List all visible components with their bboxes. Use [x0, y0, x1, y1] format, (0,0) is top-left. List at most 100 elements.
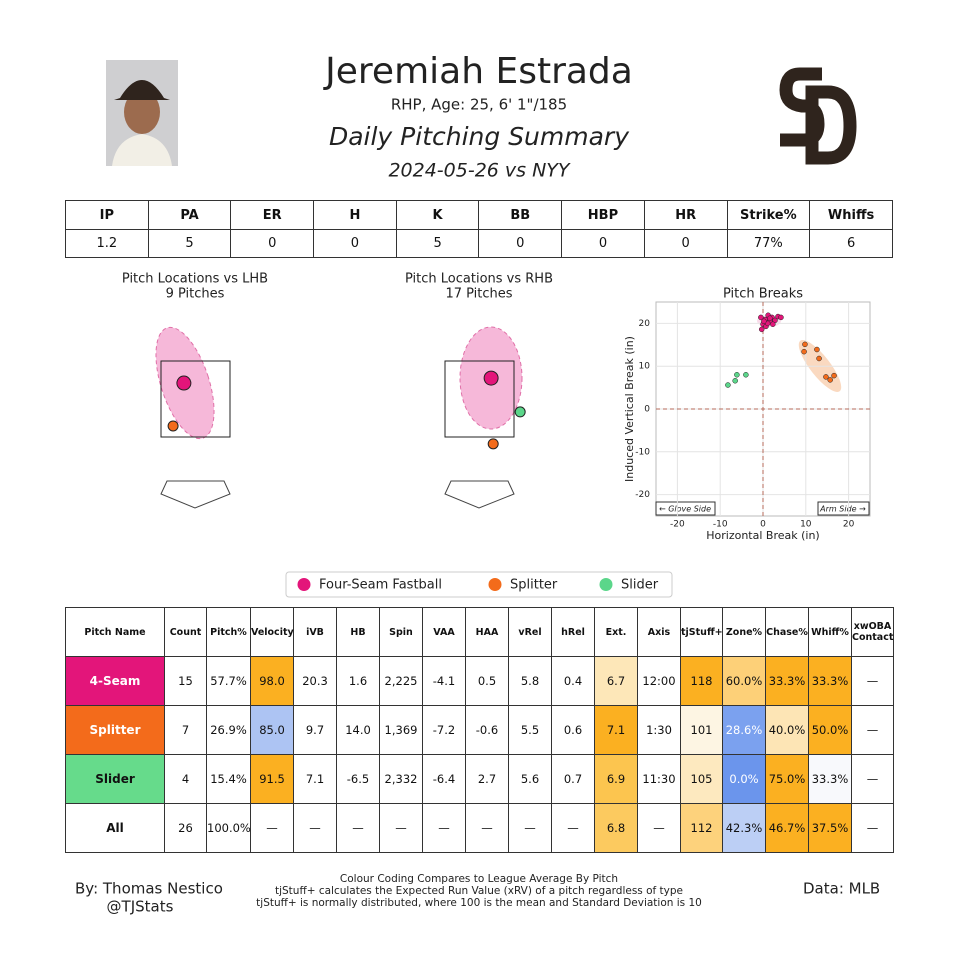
- footnote: Colour Coding Compares to League Average…: [340, 873, 618, 885]
- stat-value: 5: [147, 229, 232, 258]
- table-cell: 57.7%: [206, 656, 251, 706]
- column-header: tjStuff+: [680, 607, 723, 657]
- column-header: HR: [643, 200, 728, 230]
- footnote: tjStuff+ is normally distributed, where …: [256, 897, 702, 909]
- legend-label: Slider: [621, 578, 659, 593]
- home-plate: [160, 480, 231, 509]
- data-point: [778, 314, 784, 321]
- handle: @TJStats: [107, 898, 174, 916]
- data-point: [761, 318, 767, 325]
- stat-value: 1.2: [65, 229, 149, 258]
- table-cell: 11:30: [637, 754, 681, 804]
- table-cell: -6.5: [336, 754, 380, 804]
- table-cell: 33.3%: [808, 656, 852, 706]
- column-header: Axis: [637, 607, 681, 657]
- column-header: HBP: [561, 200, 645, 230]
- table-cell: -7.2: [422, 705, 466, 755]
- table-cell: —: [637, 803, 681, 853]
- data-point: [814, 346, 820, 353]
- table-cell: —: [851, 656, 894, 706]
- table-cell: 7: [164, 705, 207, 755]
- game-info: 2024-05-26 vs NYY: [388, 160, 570, 182]
- data-point: [827, 377, 833, 383]
- data-point: [483, 370, 499, 386]
- table-cell: 5.6: [508, 754, 552, 804]
- x-tick-label: -20: [670, 520, 685, 530]
- table-cell: -4.1: [422, 656, 466, 706]
- table-row: Slider 4 15.4% 91.5 7.1 -6.5 2,332 -6.4 2.7 5.6 0.…: [65, 754, 894, 804]
- table-cell: —: [293, 803, 337, 853]
- table-cell: 40.0%: [765, 705, 809, 755]
- stat-value: 0: [313, 229, 397, 258]
- strike-zone: [444, 360, 515, 438]
- column-header: VAA: [422, 607, 466, 657]
- legend-marker: [488, 578, 502, 591]
- table-cell: —: [508, 803, 552, 853]
- table-cell: 0.4: [551, 656, 595, 706]
- table-cell: 1,369: [379, 705, 423, 755]
- stat-value: 77%: [726, 229, 811, 258]
- y-tick-label: 20: [639, 319, 651, 329]
- table-cell: 26.9%: [206, 705, 251, 755]
- x-tick-label: -10: [713, 520, 728, 530]
- column-header: vRel: [508, 607, 552, 657]
- summary-table: IP PA ER H K BB HBP HR Strike% Whiffs 1.2 5 0 0 5 0 0 0 77…: [65, 200, 893, 258]
- table-cell: 0.0%: [722, 754, 766, 804]
- data-point: [831, 372, 837, 379]
- y-tick-label: 0: [644, 405, 650, 415]
- column-header: Zone%: [722, 607, 766, 657]
- table-cell: 4: [164, 754, 207, 804]
- column-header: H: [313, 200, 397, 230]
- column-header: Whiff%: [808, 607, 852, 657]
- home-plate: [444, 480, 515, 509]
- column-header: Strike%: [726, 200, 811, 230]
- table-cell: 0.6: [551, 705, 595, 755]
- table-cell: —: [851, 754, 894, 804]
- legend-box: [285, 571, 673, 598]
- legend-label: Four-Seam Fastball: [319, 578, 442, 593]
- data-point: [816, 355, 822, 362]
- table-cell: 6.9: [594, 754, 638, 804]
- table-cell: —: [336, 803, 380, 853]
- table-cell: 9.7: [293, 705, 337, 755]
- table-cell: -6.4: [422, 754, 466, 804]
- column-header: Chase%: [765, 607, 809, 657]
- data-point: [725, 382, 731, 388]
- column-header: xwOBA Contact: [851, 607, 894, 657]
- pitch-table: Pitch Name Count Pitch% Velocity iVB HB Spin VA…: [65, 607, 894, 853]
- column-header: PA: [147, 200, 232, 230]
- legend-label: Splitter: [510, 578, 558, 593]
- table-cell: 5.8: [508, 656, 552, 706]
- column-header: HB: [336, 607, 380, 657]
- data-point: [770, 321, 776, 328]
- stat-value: 0: [561, 229, 645, 258]
- table-cell: 118: [680, 656, 723, 706]
- data-source: Data: MLB: [803, 880, 880, 898]
- table-cell: 85.0: [250, 705, 294, 755]
- table-cell: 1:30: [637, 705, 681, 755]
- table-cell: 7.1: [594, 705, 638, 755]
- table-cell: 37.5%: [808, 803, 852, 853]
- table-cell: —: [551, 803, 595, 853]
- table-cell: —: [851, 803, 894, 853]
- table-cell: 20.3: [293, 656, 337, 706]
- table-cell: 33.3%: [808, 754, 852, 804]
- table-cell: 2.7: [465, 754, 509, 804]
- stat-value: 0: [230, 229, 315, 258]
- x-tick-label: 10: [800, 520, 812, 530]
- table-cell: 15: [164, 656, 207, 706]
- pitch-name: All: [65, 803, 165, 853]
- table-cell: 15.4%: [206, 754, 251, 804]
- chart-title: Pitch Locations vs LHB: [122, 272, 268, 287]
- data-point: [176, 375, 192, 391]
- data-point: [823, 374, 829, 380]
- stat-value: 6: [809, 229, 893, 258]
- column-header: HAA: [465, 607, 509, 657]
- data-point: [167, 420, 179, 432]
- data-point: [801, 348, 807, 355]
- strike-zone: [160, 360, 231, 438]
- annotation-box: [655, 501, 716, 516]
- table-cell: 14.0: [336, 705, 380, 755]
- stat-value: 0: [643, 229, 728, 258]
- table-cell: 46.7%: [765, 803, 809, 853]
